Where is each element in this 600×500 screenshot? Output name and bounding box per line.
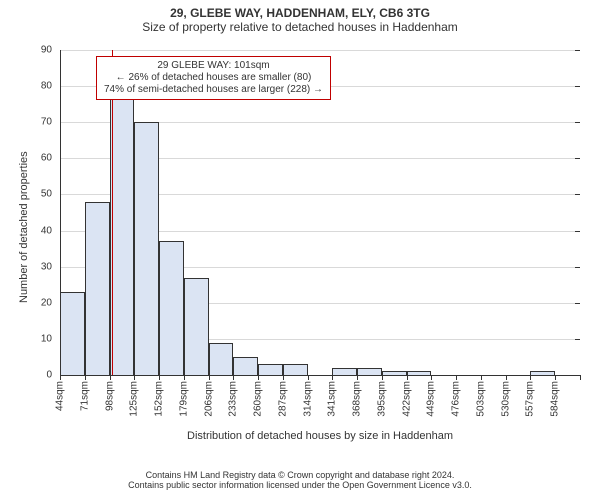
annotation-line: ← 26% of detached houses are smaller (80… [104, 72, 323, 84]
x-tick-label: 395sqm [376, 375, 387, 417]
footer: Contains HM Land Registry data © Crown c… [0, 470, 600, 490]
x-tick-label: 314sqm [302, 375, 313, 417]
x-tick-label: 71sqm [79, 375, 90, 411]
x-tick-label: 206sqm [203, 375, 214, 417]
footer-line-1: Contains HM Land Registry data © Crown c… [0, 470, 600, 480]
histogram-bar [134, 122, 159, 375]
x-tick-label: 530sqm [500, 375, 511, 417]
x-tick-label: 476sqm [451, 375, 462, 417]
x-tick-label: 557sqm [525, 375, 536, 417]
y-tick-label: 30 [41, 261, 60, 272]
x-tick-label: 422sqm [401, 375, 412, 417]
x-tick-label: 341sqm [327, 375, 338, 417]
y-tick-label: 70 [41, 117, 60, 128]
chart-title-line1: 29, GLEBE WAY, HADDENHAM, ELY, CB6 3TG [0, 0, 600, 20]
gridline [60, 50, 580, 51]
y-tick-label: 60 [41, 153, 60, 164]
y-tick-label: 90 [41, 45, 60, 56]
x-tick-label: 287sqm [277, 375, 288, 417]
x-tick-label: 233sqm [228, 375, 239, 417]
x-tick-label: 179sqm [178, 375, 189, 417]
x-tick-label: 152sqm [154, 375, 165, 417]
footer-line-2: Contains public sector information licen… [0, 480, 600, 490]
marker-annotation-box: 29 GLEBE WAY: 101sqm← 26% of detached ho… [96, 56, 331, 100]
y-axis-label: Number of detached properties [18, 151, 30, 303]
x-tick-label: 503sqm [475, 375, 486, 417]
y-tick-label: 50 [41, 189, 60, 200]
histogram-bar [209, 343, 234, 376]
histogram-bar [159, 241, 184, 375]
x-tick-label: 125sqm [129, 375, 140, 417]
histogram-bar [184, 278, 209, 376]
histogram-bar [357, 368, 382, 375]
annotation-line: 74% of semi-detached houses are larger (… [104, 84, 323, 96]
x-tick-label: 584sqm [550, 375, 561, 417]
histogram-bar [85, 202, 110, 375]
y-tick-label: 10 [41, 333, 60, 344]
x-tick-label: 449sqm [426, 375, 437, 417]
y-tick-label: 80 [41, 81, 60, 92]
x-axis-label: Distribution of detached houses by size … [60, 430, 580, 442]
annotation-line: 29 GLEBE WAY: 101sqm [104, 60, 323, 72]
x-tick-label: 368sqm [352, 375, 363, 417]
histogram-bar [60, 292, 85, 375]
y-tick-label: 20 [41, 297, 60, 308]
chart-title-line2: Size of property relative to detached ho… [0, 20, 600, 34]
histogram-bar [332, 368, 357, 375]
x-tick-label: 44sqm [55, 375, 66, 411]
histogram-bar [233, 357, 258, 375]
histogram-bar [283, 364, 308, 375]
histogram-bar [258, 364, 283, 375]
x-tick-label: 260sqm [253, 375, 264, 417]
y-tick-label: 40 [41, 225, 60, 236]
x-tick-label: 98sqm [104, 375, 115, 411]
